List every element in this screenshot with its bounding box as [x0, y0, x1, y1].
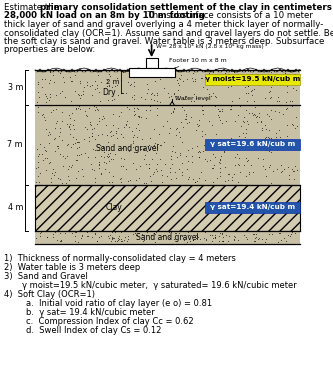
Text: γ sat=19.4 kN/cub m: γ sat=19.4 kN/cub m [210, 204, 295, 210]
Bar [35, 105, 300, 185]
Text: thick layer of sand and gravel overlying a 4 meter thick layer of normally-: thick layer of sand and gravel overlying… [4, 20, 323, 29]
Text: . The subsurface consists of a 10 meter: . The subsurface consists of a 10 meter [142, 11, 313, 21]
Text: 4 m: 4 m [8, 204, 23, 212]
Text: properties are below:: properties are below: [4, 45, 95, 55]
Text: a.  Initial void ratio of clay layer (e o) = 0.81: a. Initial void ratio of clay layer (e o… [26, 299, 212, 308]
Bar [205, 74, 300, 85]
Text: b.  γ sat= 19.4 kN/cubic meter: b. γ sat= 19.4 kN/cubic meter [26, 308, 155, 317]
Text: Water level: Water level [174, 96, 210, 100]
Text: 3 m: 3 m [8, 83, 23, 92]
Text: d.  Swell Index of clay Cs = 0.12: d. Swell Index of clay Cs = 0.12 [26, 326, 162, 335]
Text: consolidated clay (OCR=1). Assume sand and gravel layers do not settle. Below: consolidated clay (OCR=1). Assume sand a… [4, 29, 333, 37]
Text: the soft clay is sand and gravel. Water table is 3 meters deep. Subsurface: the soft clay is sand and gravel. Water … [4, 37, 324, 46]
Bar [146, 58, 158, 68]
Text: W= 28 x 10³ kN (2.8 x 10⁴ kg mass): W= 28 x 10³ kN (2.8 x 10⁴ kg mass) [156, 43, 263, 49]
Text: 7 m: 7 m [7, 140, 23, 149]
Text: Estimate the: Estimate the [4, 3, 62, 12]
Bar [35, 231, 300, 244]
Text: Sand and gravel: Sand and gravel [136, 233, 199, 243]
Bar [205, 202, 300, 213]
Text: c.  Compression Index of clay Cc = 0.62: c. Compression Index of clay Cc = 0.62 [26, 317, 193, 326]
Bar [129, 68, 174, 77]
Text: primary consolidation settlement of the clay in centimeters from a: primary consolidation settlement of the … [40, 3, 333, 12]
Text: Footer 10 m x 8 m: Footer 10 m x 8 m [164, 58, 226, 72]
Text: 1)  Thickness of normally-consolidated clay = 4 meters: 1) Thickness of normally-consolidated cl… [4, 254, 236, 263]
Bar [35, 185, 300, 231]
Text: Clay: Clay [106, 204, 123, 212]
Bar [205, 139, 300, 150]
Text: Sand and gravel: Sand and gravel [96, 144, 159, 153]
Text: γ moist=19.5 kN/cub m: γ moist=19.5 kN/cub m [205, 76, 300, 83]
Bar [35, 70, 300, 105]
Text: Dry: Dry [102, 88, 116, 97]
Text: 28,000 kN load on an 8m by 10 m footing: 28,000 kN load on an 8m by 10 m footing [4, 11, 205, 21]
Text: γ sat=19.6 kN/cub m: γ sat=19.6 kN/cub m [210, 141, 295, 147]
Text: 3)  Sand and Gravel: 3) Sand and Gravel [4, 272, 88, 281]
Text: 2 m: 2 m [106, 78, 120, 84]
Text: 4)  Soft Clay (OCR=1): 4) Soft Clay (OCR=1) [4, 290, 95, 299]
Text: 2)  Water table is 3 meters deep: 2) Water table is 3 meters deep [4, 263, 140, 272]
Text: γ moist=19.5 kN/cubic meter,  γ saturated= 19.6 kN/cubic meter: γ moist=19.5 kN/cubic meter, γ saturated… [22, 281, 297, 290]
